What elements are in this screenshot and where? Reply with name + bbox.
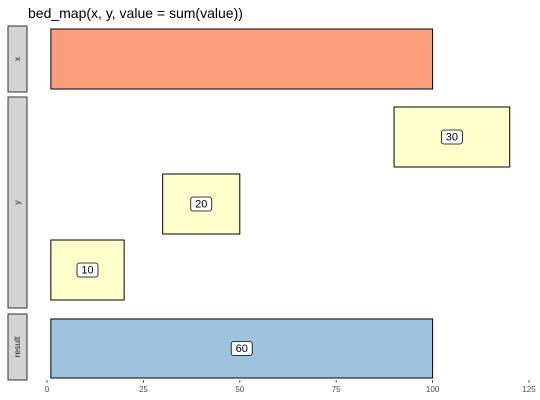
- x-tick-label: 50: [235, 385, 244, 394]
- facet-strip-label: result: [12, 336, 22, 357]
- value-label: 10: [81, 264, 93, 276]
- value-label: 30: [446, 131, 458, 143]
- value-label-box: [440, 129, 463, 145]
- facet-strip: [7, 313, 28, 381]
- value-label: 20: [195, 198, 207, 210]
- chart-title: bed_map(x, y, value = sum(value)): [28, 5, 243, 21]
- x-axis: 0 25 50 75 100 125: [45, 380, 536, 394]
- facet-strip: [7, 25, 28, 93]
- x-tick-label: 25: [139, 385, 148, 394]
- facet-panel-result: result 60: [7, 313, 434, 381]
- x-tick-label: 0: [45, 385, 50, 394]
- value-label-box: [76, 262, 99, 278]
- interval-bar: [50, 28, 434, 90]
- facet-strip: [7, 96, 28, 309]
- facet-strip-label: y: [12, 200, 22, 205]
- value-label-box: [190, 196, 213, 212]
- facet-panel-x: x: [7, 25, 434, 93]
- value-label: 60: [236, 343, 248, 355]
- x-tick-label: 100: [426, 385, 440, 394]
- facet-panels: x y 30 20 10 result 60: [7, 25, 511, 381]
- value-label-box: [230, 341, 253, 356]
- facet-panel-y: y 30 20 10: [7, 96, 511, 309]
- facet-strip-label: x: [12, 56, 22, 61]
- x-tick-label: 125: [522, 385, 536, 394]
- x-tick-label: 75: [332, 385, 341, 394]
